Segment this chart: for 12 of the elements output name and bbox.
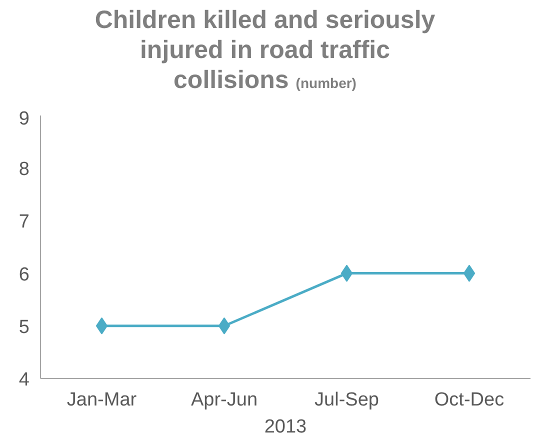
y-tick-label: 8 <box>18 159 30 180</box>
x-tick-label: Oct-Dec <box>434 390 504 410</box>
chart-subtitle: (number) <box>296 75 356 91</box>
y-tick-label: 9 <box>18 108 30 130</box>
y-tick-label: 6 <box>18 264 30 286</box>
x-tick-label: Jan-Mar <box>66 390 138 410</box>
y-tick-label: 5 <box>18 316 30 338</box>
y-tick-label: 4 <box>18 370 30 390</box>
x-axis-title: 2013 <box>264 416 307 436</box>
x-tick-label: Apr-Jun <box>190 390 258 410</box>
x-tick-label: Jul-Sep <box>314 390 379 410</box>
y-tick-label: 7 <box>18 212 30 233</box>
